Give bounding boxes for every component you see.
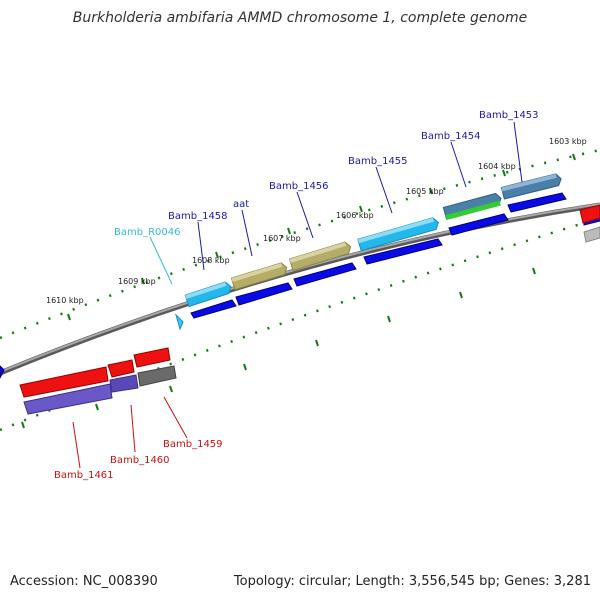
- gene-right-edge-red: [579, 204, 600, 224]
- label-bamb-1453: Bamb_1453: [479, 110, 539, 121]
- cds-bamb-1456: [293, 262, 357, 287]
- kbp-label-1605: 1605 kbp: [406, 187, 444, 196]
- leader-lines: [72, 121, 523, 469]
- label-bamb-1459: Bamb_1459: [163, 439, 223, 450]
- gene-bamb-1460-function: [109, 374, 139, 393]
- cds-bamb-1454: [448, 213, 509, 236]
- kbp-label-1608: 1608 kbp: [192, 256, 230, 265]
- kbp-label-1609: 1609 kbp: [118, 277, 156, 286]
- label-bamb-1460: Bamb_1460: [110, 455, 170, 466]
- label-bamb-1458: Bamb_1458: [168, 211, 228, 222]
- label-bamb-r0046: Bamb_R0046: [114, 227, 180, 238]
- inner-tick-ring: [0, 216, 600, 432]
- label-aat: aat: [233, 199, 249, 210]
- cds-bamb-1458: [190, 299, 237, 319]
- gene-bamb-1459-function: [137, 365, 177, 387]
- gene-bamb-1460: [107, 359, 135, 378]
- gene-bamb-1455[interactable]: [357, 217, 440, 252]
- gene-bamb-1454[interactable]: [442, 192, 502, 221]
- accession-text: Accession: NC_008390: [10, 574, 158, 589]
- reverse-features: [0, 204, 600, 415]
- kbp-label-1607: 1607 kbp: [263, 234, 301, 243]
- gene-bamb-1461: [19, 366, 109, 398]
- topology-text: Topology: circular; Length: 3,556,545 bp…: [233, 574, 591, 589]
- kbp-label-1606: 1606 kbp: [336, 211, 374, 220]
- label-bamb-1454: Bamb_1454: [421, 131, 481, 142]
- backbone: [0, 202, 600, 376]
- kbp-labels: 1603 kbp 1604 kbp 1605 kbp 1606 kbp 1607…: [46, 137, 587, 305]
- kbp-label-1604: 1604 kbp: [478, 162, 516, 171]
- cds-bamb-1455: [363, 238, 443, 265]
- gene-bamb-1456[interactable]: [288, 241, 353, 272]
- gene-bamb-1458[interactable]: [184, 281, 232, 308]
- outer-tick-ring: [0, 148, 600, 340]
- gene-bamb-1461-function: [23, 383, 113, 415]
- gene-right-edge-grey: [583, 226, 600, 243]
- label-bamb-1456: Bamb_1456: [269, 181, 329, 192]
- forward-features: [174, 173, 562, 331]
- gene-left-edge-blue: [0, 365, 5, 379]
- gene-bamb-r0046[interactable]: [174, 313, 184, 331]
- label-bamb-1461: Bamb_1461: [54, 470, 114, 481]
- gene-aat[interactable]: [230, 262, 288, 291]
- cds-bamb-1453: [507, 192, 567, 213]
- forward-cds-row: [190, 192, 600, 319]
- gene-bamb-1453[interactable]: [500, 173, 562, 200]
- kbp-label-1610: 1610 kbp: [46, 296, 84, 305]
- label-bamb-1455: Bamb_1455: [348, 156, 408, 167]
- major-ticks: [21, 153, 576, 429]
- cds-aat: [235, 282, 293, 306]
- gene-labels: Bamb_1453 Bamb_1454 Bamb_1455 Bamb_1456 …: [54, 110, 539, 481]
- kbp-label-1603: 1603 kbp: [549, 137, 587, 146]
- map-title: Burkholderia ambifaria AMMD chromosome 1…: [72, 10, 528, 26]
- gene-bamb-1459: [133, 347, 171, 368]
